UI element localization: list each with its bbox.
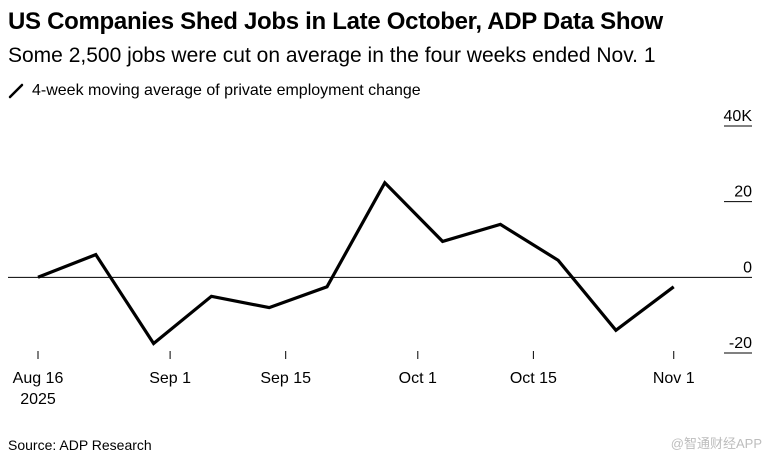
y-tick-label: 40K bbox=[724, 108, 753, 125]
y-tick-label: -20 bbox=[729, 335, 752, 352]
legend-label: 4-week moving average of private employm… bbox=[32, 82, 421, 99]
x-tick-label: Sep 1 bbox=[149, 370, 191, 387]
series-line bbox=[37, 180, 675, 346]
line-icon bbox=[8, 83, 24, 99]
source-note: Source: ADP Research bbox=[8, 437, 152, 453]
x-tick-label: Oct 1 bbox=[399, 370, 437, 387]
x-tick-label: Sep 15 bbox=[260, 370, 311, 387]
chart-title: US Companies Shed Jobs in Late October, … bbox=[8, 8, 663, 35]
x-tick-label: Oct 15 bbox=[510, 370, 557, 387]
x-tick-label: Aug 16 bbox=[13, 370, 64, 387]
watermark: @智通财经APP bbox=[670, 436, 762, 451]
x-tick-sublabel: 2025 bbox=[20, 391, 56, 408]
chart-subtitle: Some 2,500 jobs were cut on average in t… bbox=[8, 44, 656, 67]
x-tick-label: Nov 1 bbox=[653, 370, 695, 387]
legend: 4-week moving average of private employm… bbox=[8, 82, 421, 100]
y-tick-label: 20 bbox=[734, 184, 752, 201]
y-tick-label: 0 bbox=[743, 259, 752, 276]
